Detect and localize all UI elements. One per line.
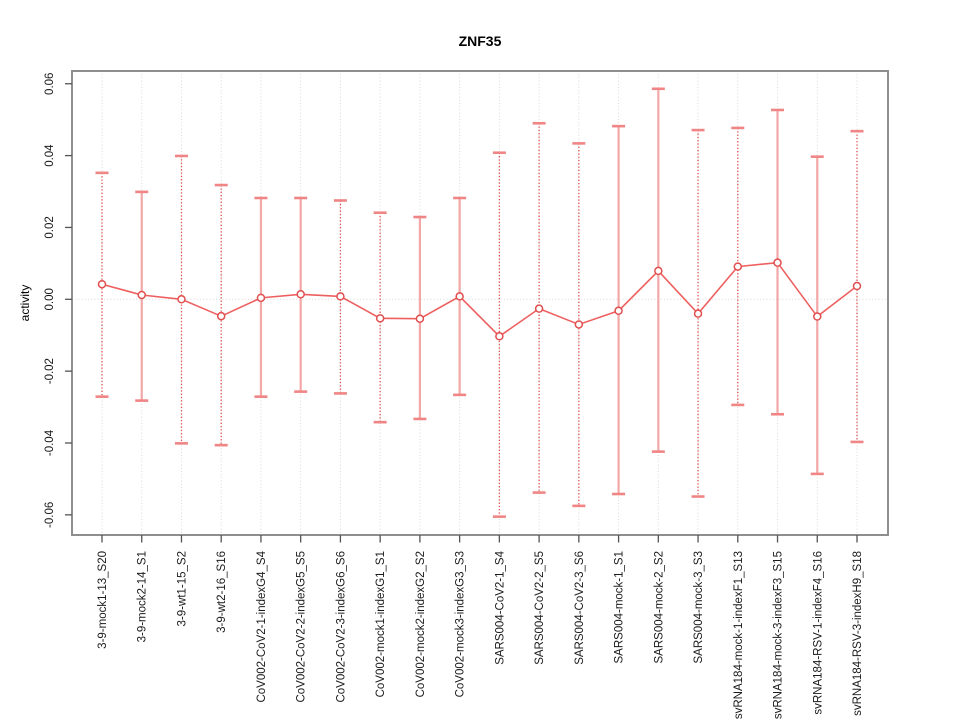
x-tick-label: CoV002-mock3-indexG3_S3 [455,551,467,697]
data-point [455,292,464,301]
x-tick-label: 3-9-mock2-14_S1 [137,551,149,642]
data-point [415,314,425,323]
y-tick-label: 0.02 [44,216,56,238]
series-line [101,261,858,338]
y-tick-label: -0.04 [44,429,56,456]
plot-border [71,70,889,536]
data-point [773,258,782,267]
y-tick-label: -0.06 [44,502,56,528]
x-tick-label: CoV002-CoV2-1-indexG4_S4 [256,550,268,702]
x-tick-label: SARS004-CoV2-2_S5 [534,551,546,665]
x-tick-label: svRNA184-RSV-1-indexF4_S16 [812,551,824,715]
x-tick-label: SARS004-mock-2_S2 [653,551,665,664]
x-tick-label: CoV002-mock1-indexG1_S1 [375,551,387,697]
data-point [574,320,584,329]
data-point [813,312,822,321]
chart-title: ZNF35 [458,33,502,49]
data-point [614,306,623,316]
x-tick-label: 3-9-mock1-13_S20 [97,551,109,649]
data-point [693,309,703,318]
data-point [137,290,146,300]
x-tick-label: 3-9-wt1-15_S2 [176,551,188,626]
data-point [534,304,544,313]
x-tick-label: SARS004-mock-1_S1 [614,551,626,664]
y-tick-label: 0.06 [44,73,56,95]
x-tick-label: SARS004-CoV2-3_S6 [574,551,586,665]
data-point [296,290,305,299]
y-tick-label: 0.00 [44,288,56,310]
data-point [852,281,862,291]
data-point [495,332,504,341]
x-tick-label: CoV002-CoV2-2-indexG5_S5 [296,551,308,703]
y-tick-label: -0.02 [44,358,56,384]
x-tick-label: SARS004-mock-3_S3 [693,551,705,664]
x-tick-label: SARS004-CoV2-1_S4 [494,550,506,664]
x-tick-label: CoV002-CoV2-3-indexG6_S6 [335,551,347,703]
data-point [177,295,186,304]
y-tick-label: 0.04 [44,144,56,167]
x-tick-label: svRNA184-mock-1-indexF1_S13 [733,551,745,719]
data-point [654,266,663,276]
data-point [733,262,743,271]
data-point [336,292,345,301]
data-point [375,314,385,323]
data-point [97,279,107,289]
data-point [216,311,226,321]
x-tick-label: 3-9-wt2-16_S16 [216,551,228,633]
x-tick-label: svRNA184-RSV-3-indexH9_S18 [852,551,864,716]
x-tick-label: svRNA184-mock-3-indexF3_S15 [773,551,785,719]
data-point [256,293,266,303]
x-tick-label: CoV002-mock2-indexG2_S2 [415,551,427,697]
